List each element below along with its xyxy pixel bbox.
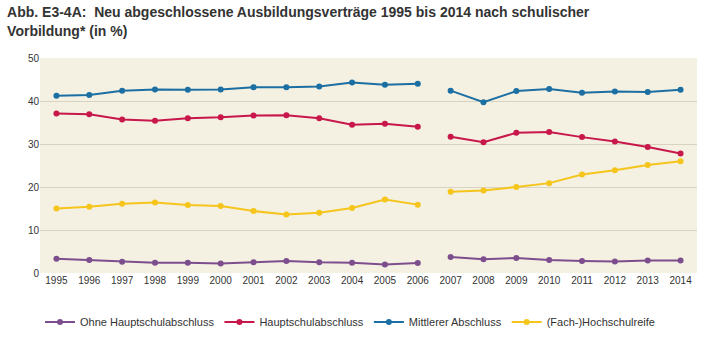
svg-text:1998: 1998 (144, 275, 167, 286)
svg-text:20: 20 (28, 182, 40, 193)
svg-text:2005: 2005 (374, 275, 397, 286)
svg-text:1997: 1997 (111, 275, 134, 286)
svg-text:2014: 2014 (669, 275, 692, 286)
svg-text:50: 50 (28, 53, 40, 64)
svg-text:2007: 2007 (440, 275, 463, 286)
svg-text:2003: 2003 (308, 275, 331, 286)
svg-text:0: 0 (33, 268, 39, 279)
svg-text:(Fach-)Hochschulreife: (Fach-)Hochschulreife (547, 316, 655, 328)
svg-text:2000: 2000 (210, 275, 233, 286)
svg-text:1999: 1999 (177, 275, 200, 286)
svg-text:40: 40 (28, 96, 40, 107)
svg-text:Abb. E3-4A: Neu abgeschlossen: Abb. E3-4A: Neu abgeschlossene Ausbildun… (7, 4, 590, 38)
svg-text:Ohne Hauptschulabschluss: Ohne Hauptschulabschluss (80, 316, 214, 328)
svg-text:2002: 2002 (275, 275, 298, 286)
svg-text:2013: 2013 (637, 275, 660, 286)
svg-text:2011: 2011 (571, 275, 593, 286)
svg-text:10: 10 (28, 225, 40, 236)
svg-text:Mittlerer Abschluss: Mittlerer Abschluss (409, 316, 502, 328)
svg-text:2010: 2010 (538, 275, 561, 286)
svg-text:Hauptschulabschluss: Hauptschulabschluss (259, 316, 363, 328)
svg-text:2012: 2012 (604, 275, 627, 286)
svg-text:2004: 2004 (341, 275, 364, 286)
svg-text:1996: 1996 (78, 275, 101, 286)
svg-text:30: 30 (28, 139, 40, 150)
svg-text:2008: 2008 (472, 275, 495, 286)
svg-text:2009: 2009 (505, 275, 528, 286)
svg-text:2006: 2006 (407, 275, 430, 286)
svg-text:1995: 1995 (45, 275, 68, 286)
svg-text:2001: 2001 (242, 275, 265, 286)
